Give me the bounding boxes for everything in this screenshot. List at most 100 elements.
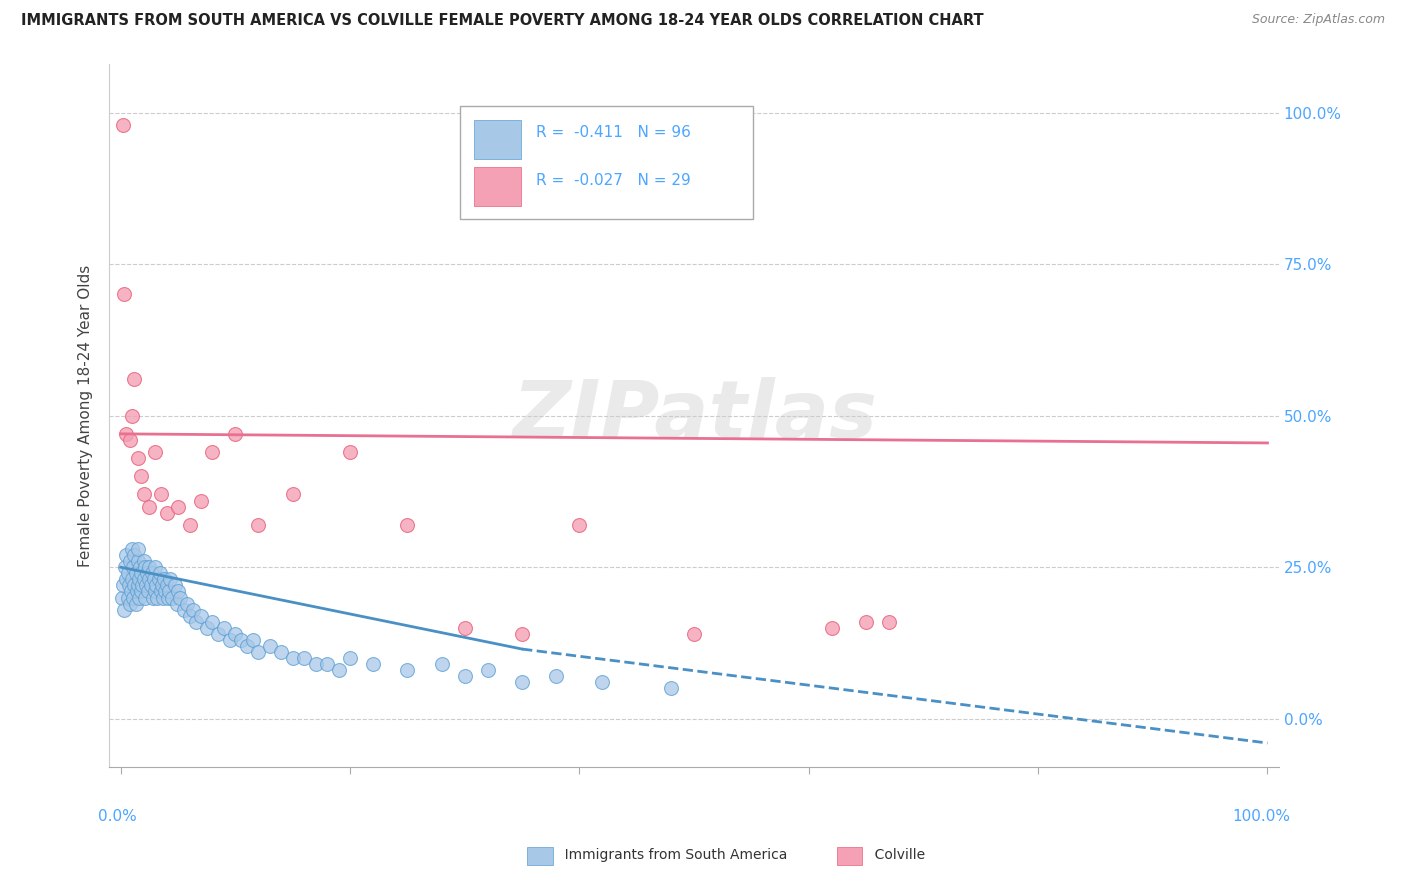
Point [111,578,134,592]
Point [118,554,141,568]
Point [149,584,172,599]
Point [139,578,162,592]
Point [195,621,218,635]
Point [396,517,419,532]
Point [131,584,153,599]
Point [132,487,155,501]
Text: ZIPatlas: ZIPatlas [512,376,876,455]
Point [149,566,172,581]
Point [153,572,176,586]
Point [190,493,212,508]
Point [117,591,139,605]
Point [236,639,259,653]
Point [148,572,170,586]
Point [259,639,281,653]
Point [115,572,138,586]
Point [176,597,198,611]
Point [454,669,477,683]
Point [396,663,419,677]
Point [162,591,184,605]
Point [134,560,156,574]
Point [591,675,613,690]
Point [118,597,141,611]
Point [167,584,190,599]
Point [510,627,533,641]
Point [328,663,350,677]
Point [568,517,591,532]
Point [114,560,136,574]
Point [430,657,453,672]
Point [136,566,159,581]
Point [339,651,361,665]
Point [152,591,174,605]
Point [181,602,204,616]
Point [112,287,135,301]
Point [155,506,177,520]
Point [877,615,900,629]
Point [117,566,139,581]
Point [169,591,191,605]
Point [128,572,150,586]
Point [179,608,201,623]
Point [111,118,134,132]
Point [218,632,240,647]
Point [186,615,208,629]
Point [281,651,304,665]
Point [112,602,135,616]
Point [143,572,166,586]
Point [135,578,157,592]
Point [132,554,155,568]
Point [683,627,706,641]
Point [855,615,877,629]
Point [131,469,153,483]
Point [128,591,150,605]
FancyBboxPatch shape [460,106,752,219]
Point [316,657,339,672]
Point [207,627,229,641]
Point [124,566,146,581]
Point [134,591,156,605]
Point [136,584,159,599]
Point [143,445,166,459]
Point [143,584,166,599]
Point [145,578,167,592]
Point [454,621,477,635]
Text: IMMIGRANTS FROM SOUTH AMERICA VS COLVILLE FEMALE POVERTY AMONG 18-24 YEAR OLDS C: IMMIGRANTS FROM SOUTH AMERICA VS COLVILL… [21,13,984,29]
Point [115,426,138,441]
Point [150,578,173,592]
Text: 100.0%: 100.0% [1233,809,1291,824]
Point [247,517,270,532]
Point [131,566,153,581]
Text: R =  -0.411   N = 96: R = -0.411 N = 96 [536,126,692,140]
Point [121,572,143,586]
Point [124,548,146,562]
Point [247,645,270,659]
Point [229,632,252,647]
Point [179,517,201,532]
Point [155,578,177,592]
Point [146,591,169,605]
Point [121,542,143,557]
Point [124,578,146,592]
Y-axis label: Female Poverty Among 18-24 Year Olds: Female Poverty Among 18-24 Year Olds [79,265,93,566]
Point [127,451,149,466]
Point [159,572,181,586]
Point [156,591,179,605]
Point [125,584,148,599]
Point [127,578,149,592]
Bar [474,168,522,206]
Point [118,578,141,592]
Point [127,554,149,568]
Point [120,584,142,599]
Point [212,621,235,635]
Point [149,487,172,501]
Point [155,584,177,599]
Point [305,657,328,672]
Point [121,409,143,423]
Point [167,500,190,514]
Point [142,591,165,605]
Point [242,632,264,647]
Point [281,487,304,501]
Point [122,591,145,605]
Point [821,621,844,635]
